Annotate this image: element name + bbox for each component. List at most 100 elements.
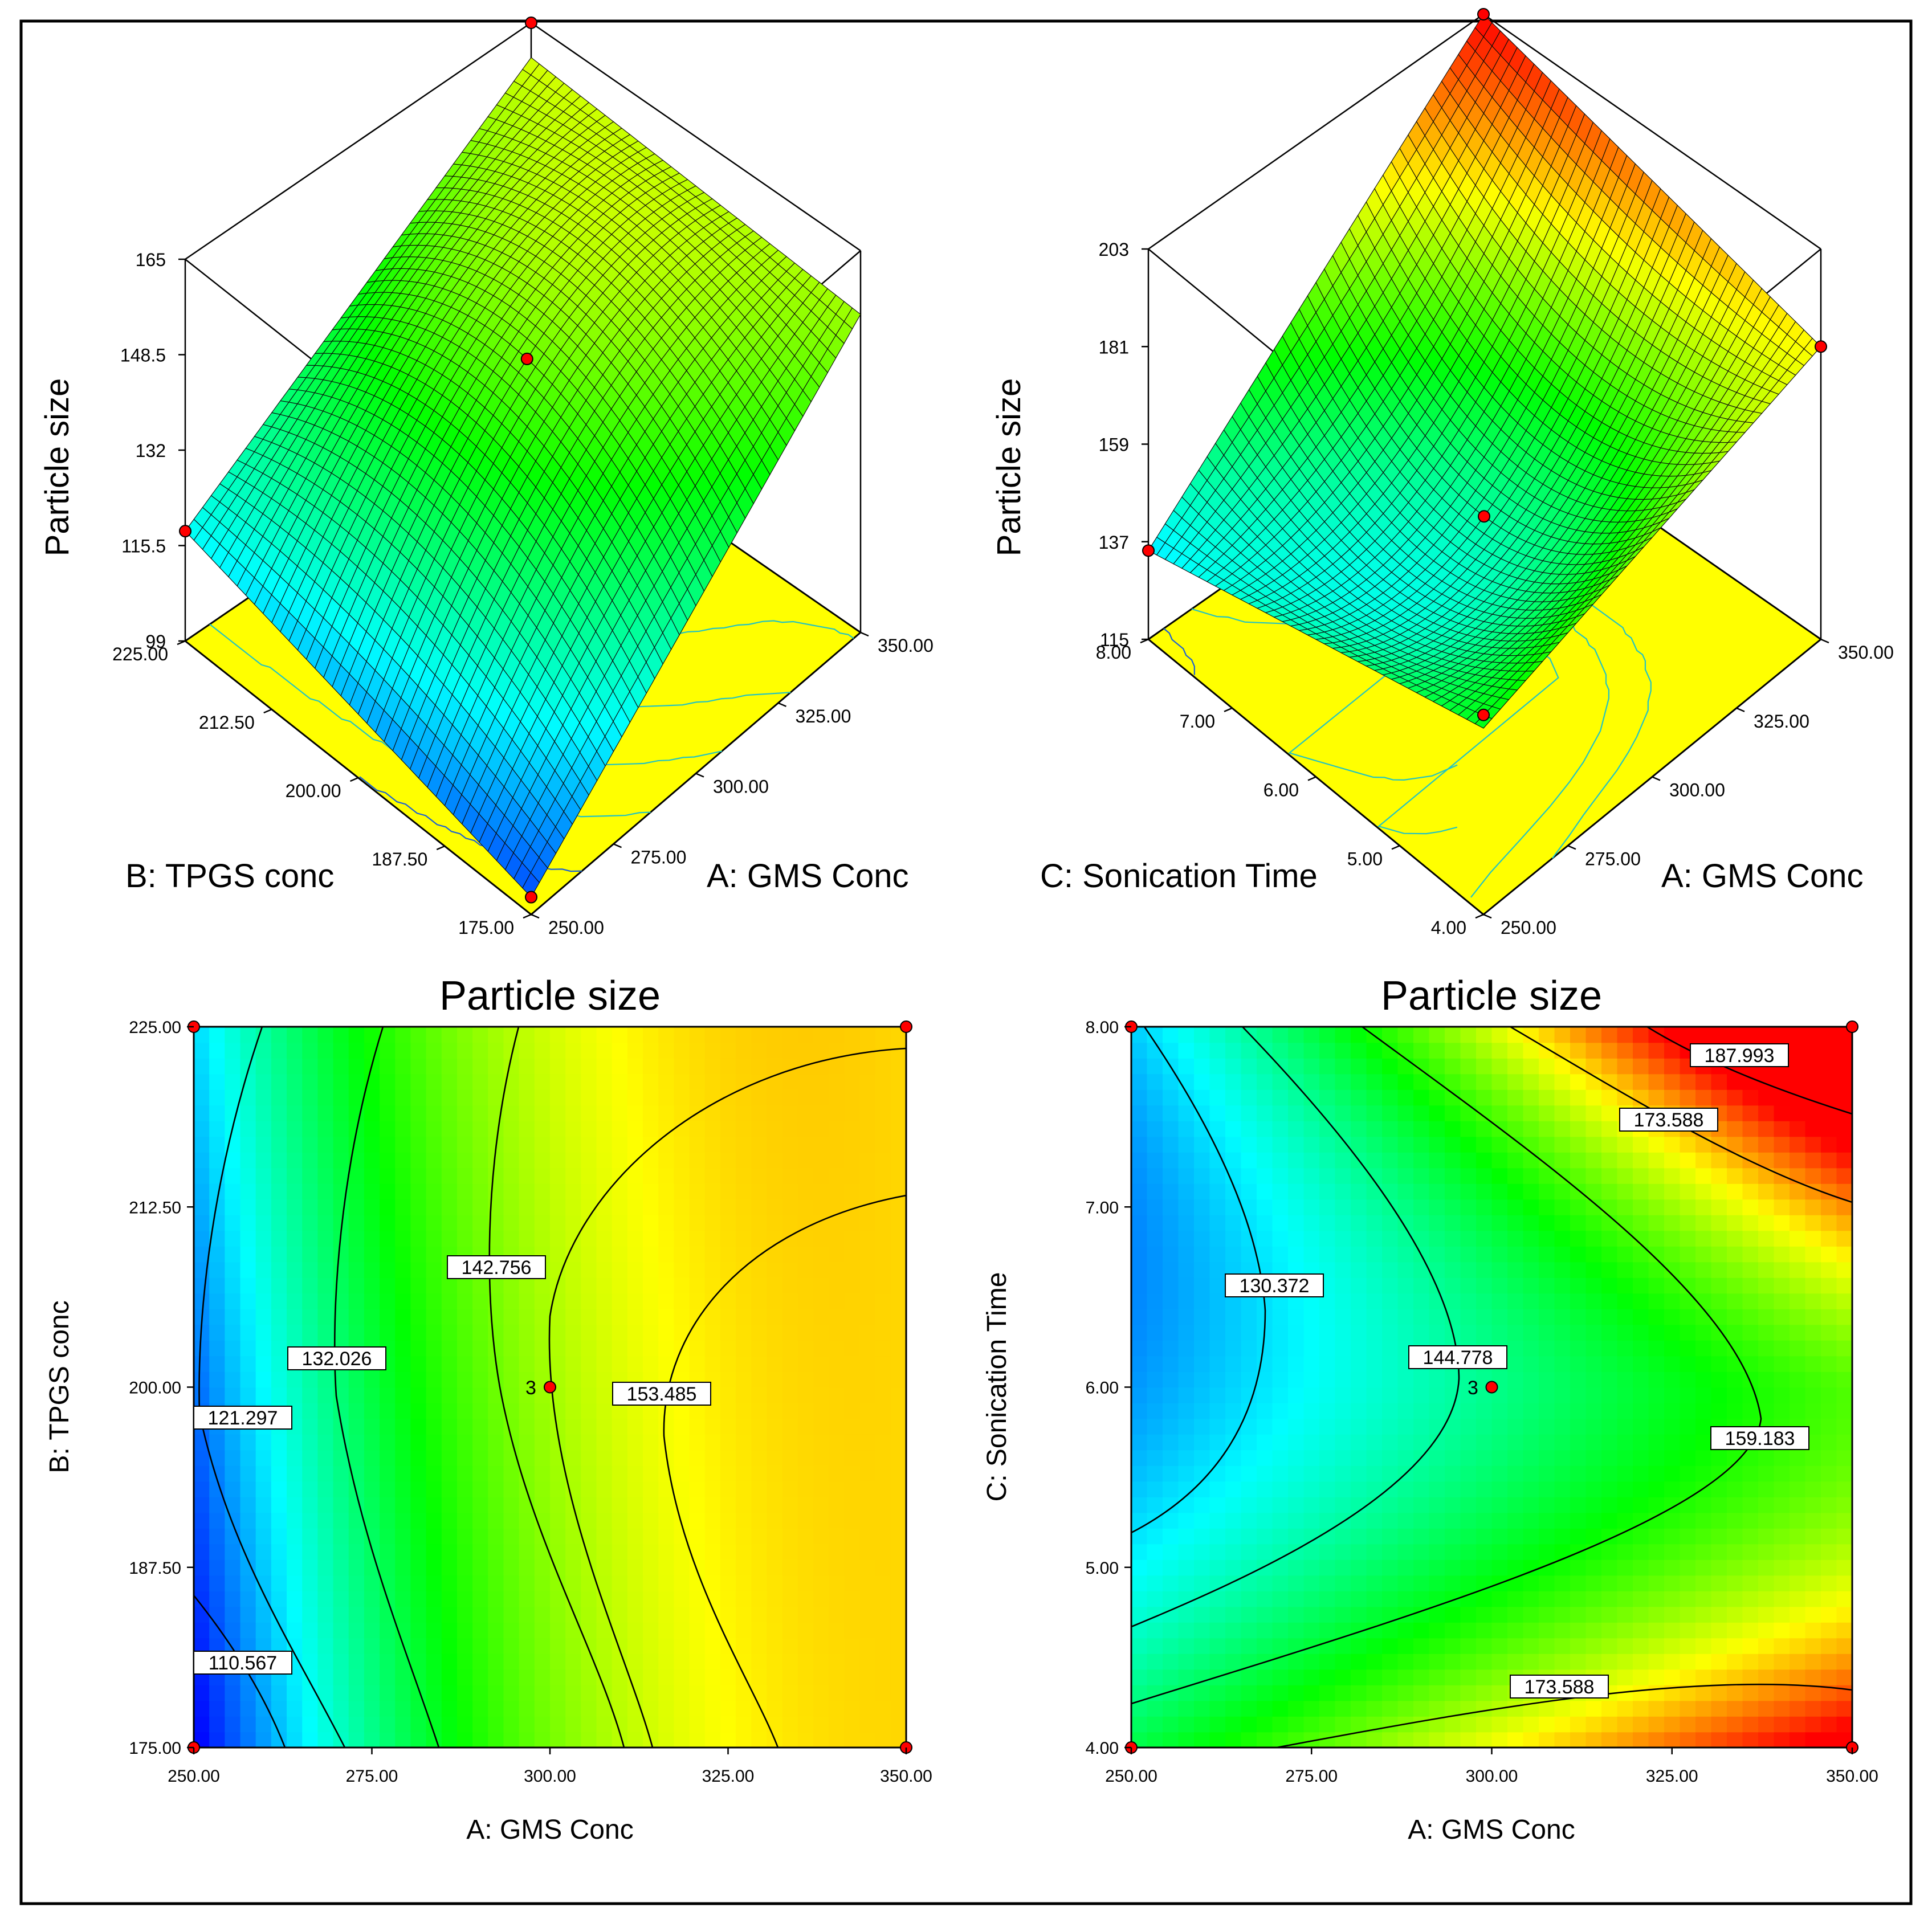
z-tick-label: 159 [1099, 435, 1129, 455]
heat-cell [364, 1167, 380, 1184]
heat-cell [302, 1654, 319, 1670]
heat-cell [596, 1434, 613, 1451]
heat-cell [519, 1058, 535, 1075]
heat-cell [503, 1638, 520, 1654]
heat-cell [364, 1152, 380, 1169]
y-axis-label: B: TPGS conc [125, 858, 334, 895]
heat-cell [426, 1293, 442, 1309]
heat-cell [441, 1340, 458, 1357]
heat-cell [519, 1042, 535, 1059]
heat-cell [581, 1732, 597, 1748]
heat-cell [581, 1058, 597, 1075]
heat-cell [596, 1544, 613, 1560]
heat-cell [426, 1215, 442, 1231]
heat-cell [689, 1450, 706, 1466]
heat-cell [612, 1121, 628, 1137]
heat-cell [410, 1042, 427, 1059]
heat-cell [333, 1027, 349, 1043]
heat-cell [441, 1732, 458, 1748]
heat-cell [333, 1324, 349, 1341]
heat-cell [704, 1277, 721, 1294]
design-point [1477, 8, 1490, 21]
heat-cell [565, 1654, 582, 1670]
heat-cell [581, 1716, 597, 1733]
heat-cell [333, 1481, 349, 1497]
heat-cell [596, 1293, 613, 1309]
heat-cell [426, 1434, 442, 1451]
heat-cell [736, 1450, 752, 1466]
heat-cell [612, 1073, 628, 1090]
heat-cell [271, 1058, 287, 1075]
heat-cell [503, 1591, 520, 1607]
heat-cell [689, 1183, 706, 1200]
heat-cell [225, 1309, 241, 1325]
heat-cell [643, 1136, 659, 1153]
heat-cell [472, 1638, 489, 1654]
heat-cell [395, 1575, 411, 1591]
heat-cell [627, 1606, 643, 1623]
heat-cell [456, 1387, 473, 1403]
heat-cell [581, 1199, 597, 1215]
heat-cell [255, 1152, 272, 1169]
heat-cell [643, 1277, 659, 1294]
heat-cell [627, 1309, 643, 1325]
heat-cell [333, 1606, 349, 1623]
heat-cell [550, 1638, 566, 1654]
heat-cell [255, 1497, 272, 1513]
heat-cell [255, 1481, 272, 1497]
heat-cell [689, 1136, 706, 1153]
heat-cell [225, 1215, 241, 1231]
heat-cell [472, 1622, 489, 1639]
heat-cell [380, 1121, 396, 1137]
heat-cell [751, 1591, 768, 1607]
heat-cell [209, 1716, 226, 1733]
heat-cell [596, 1136, 613, 1153]
heat-cell [627, 1152, 643, 1169]
heat-cell [317, 1700, 334, 1717]
heat-cell [225, 1622, 241, 1639]
heat-cell [194, 1497, 210, 1513]
heat-cell [581, 1105, 597, 1121]
heat-cell [395, 1058, 411, 1075]
heat-cell [674, 1669, 690, 1685]
heat-cell [736, 1136, 752, 1153]
heat-cell [255, 1293, 272, 1309]
heat-cell [658, 1105, 675, 1121]
heat-cell [456, 1340, 473, 1357]
heat-cell [410, 1136, 427, 1153]
heat-cell [317, 1183, 334, 1200]
heat-cell [395, 1167, 411, 1184]
heat-cell [488, 1606, 504, 1623]
heat-cell [519, 1434, 535, 1451]
heat-cell [255, 1261, 272, 1278]
heat-cell [225, 1450, 241, 1466]
heat-cell [674, 1559, 690, 1576]
heat-cell [472, 1497, 489, 1513]
heat-cell [674, 1481, 690, 1497]
heat-cell [751, 1371, 768, 1388]
surface-cell [522, 872, 540, 898]
heat-cell [674, 1418, 690, 1435]
heat-cell [751, 1497, 768, 1513]
heat-cell [519, 1544, 535, 1560]
heat-cell [612, 1042, 628, 1059]
heat-cell [348, 1403, 365, 1419]
heat-cell [333, 1559, 349, 1576]
heat-cell [720, 1403, 736, 1419]
heat-cell [736, 1371, 752, 1388]
heat-cell [581, 1073, 597, 1090]
heat-cell [287, 1544, 303, 1560]
heat-cell [519, 1215, 535, 1231]
heat-cell [704, 1356, 721, 1372]
heat-cell [751, 1340, 768, 1357]
heat-cell [643, 1340, 659, 1357]
heat-cell [550, 1215, 566, 1231]
heat-cell [720, 1277, 736, 1294]
heat-cell [658, 1559, 675, 1576]
heat-cell [550, 1089, 566, 1106]
heat-cell [720, 1575, 736, 1591]
heat-cell [658, 1700, 675, 1717]
heat-cell [550, 1058, 566, 1075]
heat-cell [612, 1027, 628, 1043]
heat-cell [410, 1606, 427, 1623]
